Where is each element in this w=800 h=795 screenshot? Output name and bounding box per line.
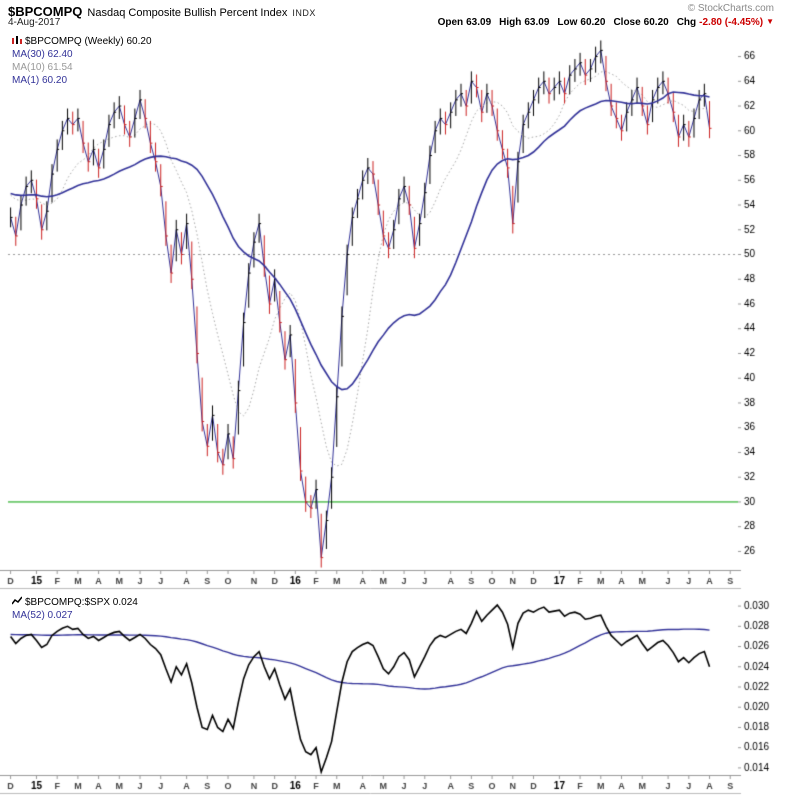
close-value: 60.20: [643, 17, 669, 28]
line-chart-icon: [11, 596, 23, 610]
charts-canvas: [0, 30, 800, 795]
ma30-row: MA(30) 62.40: [12, 48, 152, 61]
ratio-series-row: $BPCOMPQ:$SPX 0.024: [11, 596, 138, 610]
copyright: © StockCharts.com: [687, 3, 774, 14]
ma1-row: MA(1) 60.20: [12, 74, 152, 87]
quote-row: 4-Aug-2017 Open 63.09 High 63.09 Low 60.20 Clo…: [8, 17, 774, 30]
ma30-label: MA(30) 62.40: [12, 49, 73, 60]
close-label: Close: [613, 17, 641, 28]
main-series-label: $BPCOMPQ (Weekly) 60.20: [25, 36, 152, 47]
ma1-label: MA(1) 60.20: [12, 75, 68, 86]
chg-value: -2.80 (-4.45%): [699, 17, 764, 28]
open-label: Open: [437, 17, 464, 28]
ratio-chart-legend: $BPCOMPQ:$SPX 0.024 MA(52) 0.027: [11, 596, 138, 622]
ma10-label: MA(10) 61.54: [12, 62, 73, 73]
main-chart-legend: $BPCOMPQ (Weekly) 60.20 MA(30) 62.40 MA(…: [12, 35, 152, 87]
candlestick-icon: [12, 35, 23, 49]
ma52-row: MA(52) 0.027: [12, 609, 138, 622]
open-value: 63.09: [466, 17, 492, 28]
ratio-series-label: $BPCOMPQ:$SPX 0.024: [25, 597, 138, 608]
high-value: 63.09: [524, 17, 550, 28]
ma10-row: MA(10) 61.54: [12, 61, 152, 74]
down-arrow-icon: ▼: [766, 17, 774, 26]
high-label: High: [499, 17, 522, 28]
symbol: $BPCOMPQ: [8, 4, 83, 19]
low-label: Low: [557, 17, 578, 28]
main-series-row: $BPCOMPQ (Weekly) 60.20: [12, 35, 152, 48]
exchange-label: INDX: [292, 8, 316, 18]
quote-strip: Open 63.09 High 63.09 Low 60.20 Close 60.20 Chg -…: [438, 17, 774, 28]
chart-date: 4-Aug-2017: [8, 17, 61, 28]
low-value: 60.20: [580, 17, 606, 28]
index-name: Nasdaq Composite Bullish Percent Index: [87, 7, 288, 19]
chart-header: $BPCOMPQ Nasdaq Composite Bullish Percent…: [0, 0, 800, 30]
title-row: $BPCOMPQ Nasdaq Composite Bullish Percent…: [8, 3, 774, 19]
chg-label: Chg: [676, 17, 697, 28]
ma52-label: MA(52) 0.027: [12, 610, 73, 621]
